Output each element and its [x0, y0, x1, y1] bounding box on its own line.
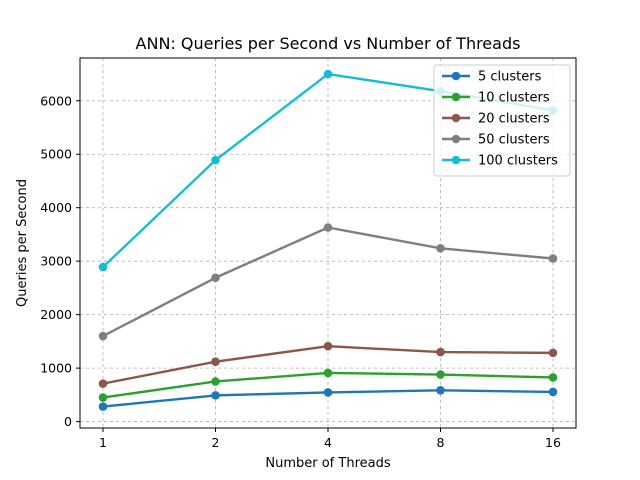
legend-marker	[451, 71, 461, 81]
data-point	[211, 377, 220, 386]
x-tick-label: 2	[212, 435, 220, 450]
data-point	[98, 393, 108, 402]
x-tick-label: 4	[324, 435, 332, 450]
y-tick-label: 6000	[40, 93, 72, 108]
x-axis-label: Number of Threads	[265, 456, 390, 471]
data-point	[548, 373, 558, 382]
series-20-clusters	[98, 341, 558, 388]
y-tick-label: 0	[64, 414, 72, 429]
data-point	[211, 273, 220, 283]
y-tick-label: 3000	[40, 254, 72, 269]
data-point	[436, 386, 445, 395]
data-point	[548, 387, 558, 397]
chart-title: ANN: Queries per Second vs Number of Thr…	[136, 34, 521, 53]
legend-item: 5 clusters	[442, 70, 542, 85]
legend-box	[433, 64, 571, 177]
data-point	[548, 254, 558, 263]
data-point	[436, 370, 445, 379]
legend-item: 100 clusters	[442, 154, 558, 169]
y-axis-label: Queries per Second	[15, 179, 30, 307]
y-tick-label: 4000	[40, 200, 72, 215]
series-50-clusters	[98, 223, 558, 341]
y-axis: 0 1000 2000 3000 4000 5000 6000	[40, 93, 80, 429]
x-tick-label: 16	[545, 435, 561, 450]
legend-label: 5 clusters	[478, 70, 542, 85]
legend-label: 20 clusters	[478, 112, 550, 127]
data-point	[211, 155, 220, 165]
data-point	[98, 262, 108, 272]
data-point	[323, 69, 333, 79]
legend-item: 50 clusters	[442, 133, 550, 148]
series-5-clusters	[98, 386, 558, 411]
y-tick-label: 1000	[40, 361, 72, 376]
y-tick-label: 2000	[40, 307, 72, 322]
data-point	[323, 388, 333, 397]
legend-marker	[451, 92, 461, 102]
data-point	[323, 223, 333, 232]
series-layer	[98, 69, 558, 411]
y-tick-label: 5000	[40, 147, 72, 162]
data-point	[98, 331, 108, 341]
x-axis: 1 2 4 8 16	[99, 428, 561, 450]
series-10-clusters	[98, 368, 558, 402]
data-point	[323, 341, 333, 351]
legend-label: 10 clusters	[478, 91, 550, 106]
legend-item: 20 clusters	[442, 112, 550, 127]
legend-label: 100 clusters	[478, 154, 558, 169]
data-point	[211, 357, 220, 366]
data-point	[323, 368, 333, 378]
legend-item: 10 clusters	[442, 91, 550, 106]
legend-marker	[451, 134, 461, 144]
data-point	[211, 391, 220, 400]
x-tick-label: 1	[99, 435, 107, 450]
data-point	[98, 379, 108, 388]
x-tick-label: 8	[437, 435, 445, 450]
legend-marker	[451, 113, 461, 123]
data-point	[548, 348, 558, 358]
data-point	[436, 347, 445, 357]
legend-label: 50 clusters	[478, 133, 550, 148]
legend-marker	[451, 155, 461, 165]
legend: 5 clusters 10 clusters 20 clusters 50 clust…	[433, 64, 571, 177]
data-point	[436, 244, 445, 253]
data-point	[98, 402, 108, 411]
